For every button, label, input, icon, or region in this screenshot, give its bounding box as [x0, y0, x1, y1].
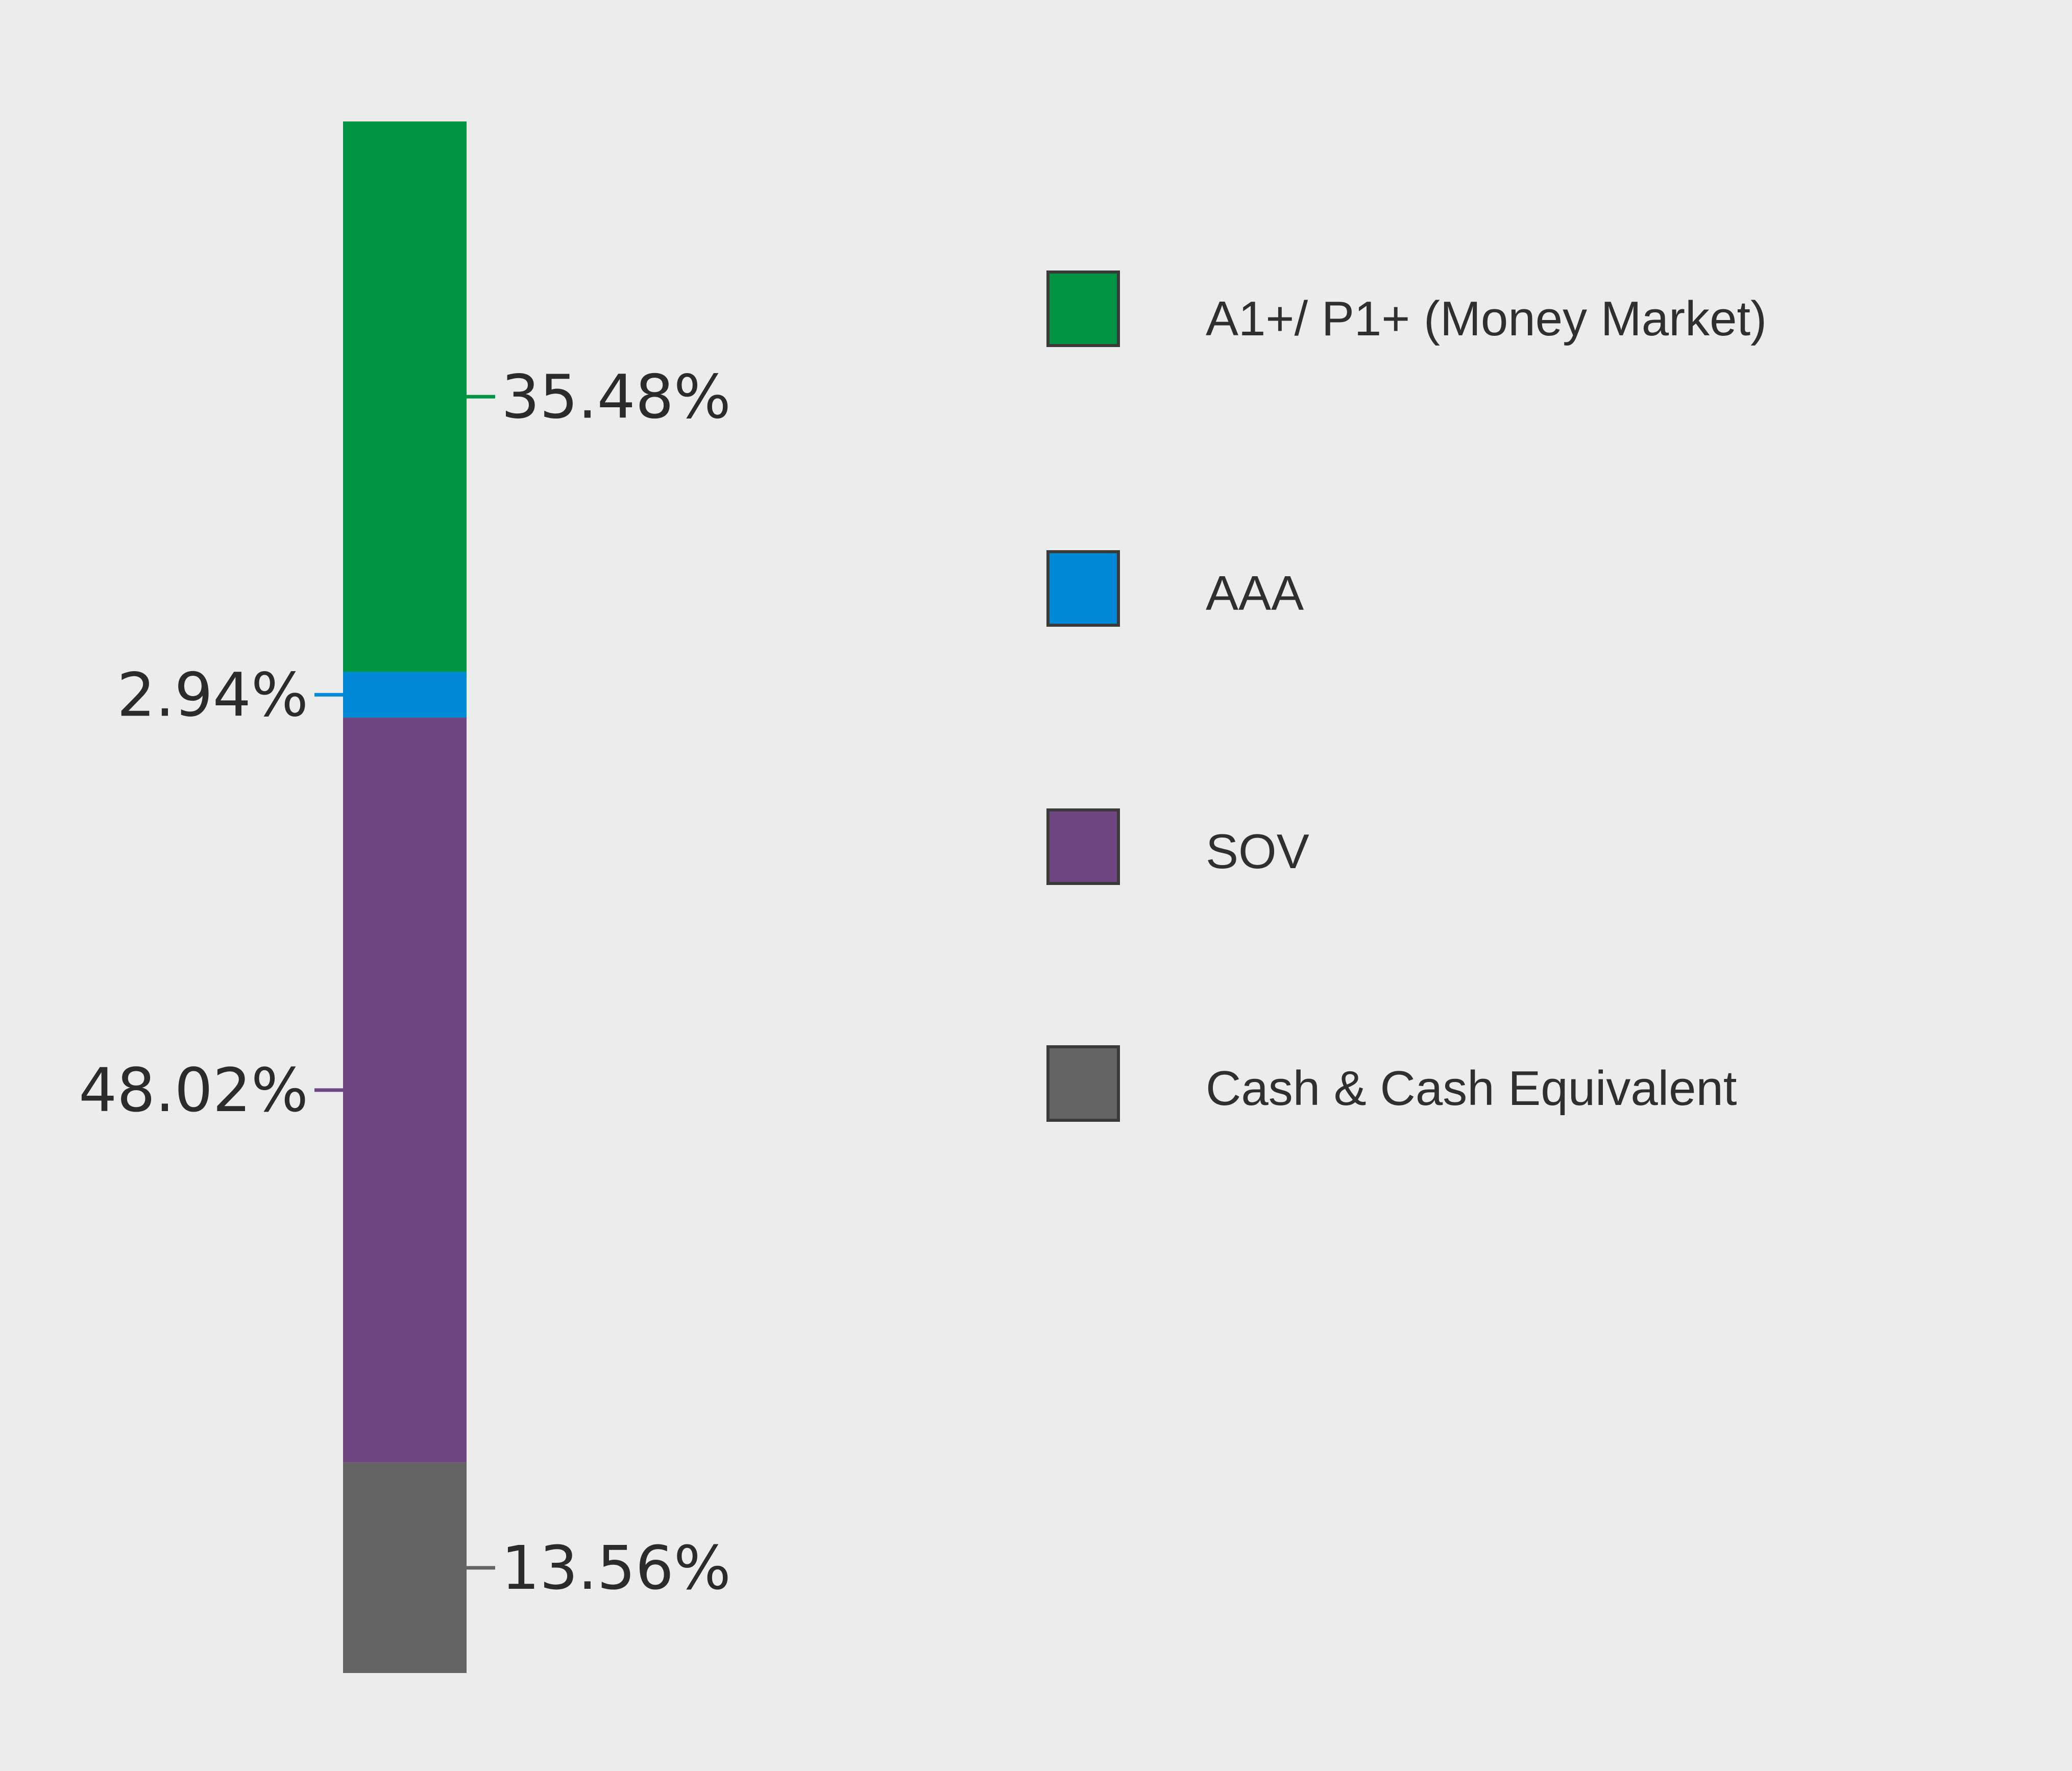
legend-label-sov: SOV	[1206, 824, 1309, 879]
legend-swatch-sov	[1046, 808, 1120, 885]
legend-label-money-market: A1+/ P1+ (Money Market)	[1206, 291, 1767, 346]
data-label-cash-cash-equivalent: 13.56%	[501, 1533, 731, 1603]
legend-swatch-cash	[1046, 1045, 1120, 1122]
legend-swatch-aaa	[1046, 550, 1120, 627]
bar-segment-cash-cash-equivalent	[343, 1462, 467, 1673]
legend-label-cash: Cash & Cash Equivalent	[1206, 1061, 1737, 1116]
legend-label-aaa: AAA	[1206, 566, 1304, 621]
data-label-sov: 48.02%	[79, 1055, 308, 1125]
bar-segment-a1-p1-money-market	[343, 121, 467, 672]
legend-swatch-money-market	[1046, 270, 1120, 347]
bar-segment-sov	[343, 717, 467, 1463]
data-label-a1-p1-money-market: 35.48%	[501, 361, 731, 432]
bar-segment-aaa	[343, 672, 467, 718]
data-label-aaa: 2.94%	[117, 659, 308, 730]
